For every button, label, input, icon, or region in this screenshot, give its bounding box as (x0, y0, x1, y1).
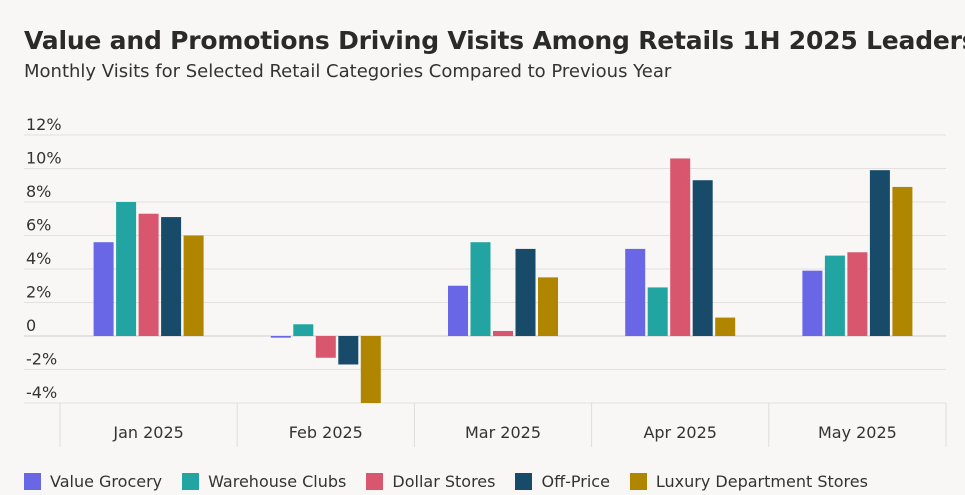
bar (625, 248, 646, 336)
legend-swatch (515, 473, 533, 490)
bar (293, 324, 314, 336)
x-tick-label: Apr 2025 (643, 423, 716, 442)
bar (270, 336, 291, 338)
legend-item: Luxury Department Stores (629, 472, 868, 491)
y-tick-label: -2% (26, 350, 57, 369)
y-tick-label: 0 (26, 316, 36, 335)
bar (847, 252, 868, 336)
legend-swatch (366, 473, 384, 490)
legend-label: Off-Price (541, 472, 610, 491)
bar (470, 242, 491, 336)
bar (869, 170, 890, 336)
legend-label: Luxury Department Stores (655, 472, 868, 491)
bar (493, 330, 513, 336)
legend-item: Dollar Stores (366, 472, 495, 491)
bar (116, 202, 137, 336)
bar (692, 180, 713, 336)
bar (538, 277, 558, 336)
y-tick-label: 8% (26, 182, 51, 201)
bar (824, 255, 845, 336)
y-tick-label: 6% (26, 216, 51, 235)
legend-swatch (182, 473, 200, 490)
bar (670, 158, 691, 336)
bar (892, 186, 913, 336)
chart-subtitle: Monthly Visits for Selected Retail Categ… (24, 61, 672, 82)
x-tick-label: Feb 2025 (289, 423, 363, 442)
bar (315, 336, 336, 358)
legend-swatch (629, 473, 647, 490)
y-tick-label: 12% (26, 115, 62, 134)
y-tick-label: -4% (26, 383, 57, 402)
bar (715, 317, 736, 336)
x-tick-label: Mar 2025 (465, 423, 541, 442)
bar (515, 248, 536, 336)
bar (802, 270, 823, 336)
bar (138, 213, 159, 336)
x-tick-label: Jan 2025 (112, 423, 183, 442)
bar (647, 287, 668, 336)
legend-label: Dollar Stores (392, 472, 496, 491)
legend-label: Warehouse Clubs (208, 472, 347, 491)
x-tick-label: May 2025 (818, 423, 897, 442)
y-tick-label: 4% (26, 249, 51, 268)
bar (161, 217, 182, 336)
chart-title: Value and Promotions Driving Visits Amon… (24, 26, 965, 55)
bar (183, 235, 204, 336)
legend-item: Value Grocery (24, 472, 162, 491)
legend-item: Warehouse Clubs (182, 472, 346, 491)
y-tick-label: 2% (26, 283, 51, 302)
y-tick-label: 10% (26, 149, 62, 168)
bar (93, 242, 114, 336)
bar (338, 336, 359, 365)
bar (448, 285, 468, 336)
legend-swatch (24, 473, 41, 490)
bar-chart: -4% -2% 0 2% 4% 6% 8% 10% 12% Jan 2025 Feb 2025 Mar… (24, 115, 947, 447)
chart-legend: Value Grocery Warehouse Clubs Dollar Store… (24, 472, 888, 491)
bar (360, 336, 381, 403)
legend-label: Value Grocery (50, 472, 163, 491)
legend-item: Off-Price (515, 472, 610, 491)
